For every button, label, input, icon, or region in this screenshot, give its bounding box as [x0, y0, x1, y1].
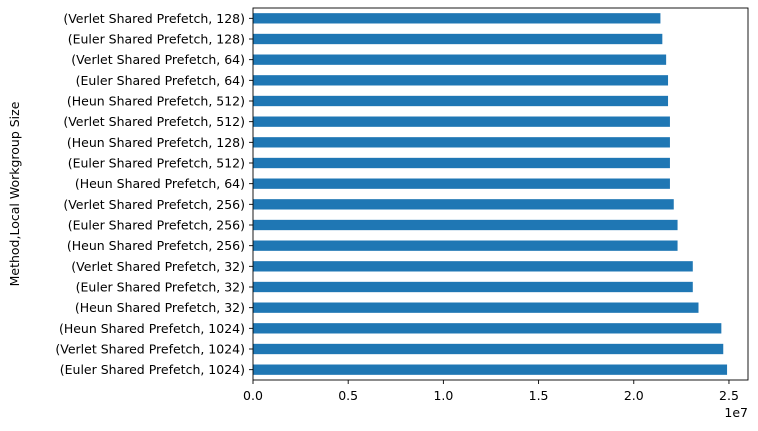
bar	[253, 13, 661, 24]
y-tick-label: (Euler Shared Prefetch, 256)	[68, 218, 245, 233]
x-tick-label: 1.0	[433, 388, 453, 403]
bar	[253, 116, 670, 127]
bar	[253, 178, 670, 189]
bar	[253, 219, 678, 231]
bar	[253, 281, 693, 293]
x-tick-label: 2.5	[719, 388, 739, 403]
y-tick-label: (Heun Shared Prefetch, 64)	[75, 176, 245, 191]
y-tick-label: (Verlet Shared Prefetch, 1024)	[55, 342, 245, 357]
y-tick-label: (Verlet Shared Prefetch, 256)	[63, 197, 245, 212]
bar	[253, 54, 667, 65]
y-tick-label: (Verlet Shared Prefetch, 64)	[71, 52, 245, 67]
bar	[253, 95, 669, 107]
y-tick-label: (Heun Shared Prefetch, 256)	[67, 238, 245, 253]
x-tick-label: 1.5	[529, 388, 549, 403]
x-tick-label: 0.5	[338, 388, 358, 403]
x-tick-label: 2.0	[624, 388, 644, 403]
y-tick-label: (Verlet Shared Prefetch, 128)	[63, 11, 245, 26]
x-axis-scale-label: 1e7	[724, 405, 748, 420]
bars-group	[253, 13, 728, 375]
bar	[253, 157, 670, 169]
y-tick-label: (Heun Shared Prefetch, 512)	[67, 94, 245, 109]
y-tick-label: (Heun Shared Prefetch, 128)	[67, 135, 245, 150]
y-tick-label: (Verlet Shared Prefetch, 512)	[63, 114, 245, 129]
y-tick-label: (Euler Shared Prefetch, 512)	[68, 156, 245, 171]
bar	[253, 323, 722, 334]
y-tick-label: (Euler Shared Prefetch, 64)	[76, 73, 245, 88]
bar	[253, 240, 678, 251]
bar	[253, 75, 669, 86]
x-axis-ticks: 0.0 0.5 1.0 1.5 2.0 2.5	[243, 380, 739, 403]
bar	[253, 33, 663, 45]
y-tick-label: (Euler Shared Prefetch, 128)	[68, 32, 245, 47]
x-tick-label: 0.0	[243, 388, 263, 403]
bar	[253, 364, 728, 375]
bar	[253, 343, 724, 355]
y-tick-label: (Euler Shared Prefetch, 32)	[76, 280, 245, 295]
y-axis-title: Method,Local Workgroup Size	[7, 101, 22, 286]
y-tick-label: (Verlet Shared Prefetch, 32)	[71, 259, 245, 274]
y-tick-label: (Heun Shared Prefetch, 32)	[75, 300, 245, 315]
y-tick-label: (Euler Shared Prefetch, 1024)	[60, 362, 245, 377]
bar	[253, 137, 670, 148]
bar	[253, 261, 693, 272]
bar	[253, 302, 699, 313]
y-tick-label: (Heun Shared Prefetch, 1024)	[59, 321, 245, 336]
plot-frame	[252, 7, 749, 381]
y-axis-ticks: (Euler Shared Prefetch, 1024) (Verlet Sha…	[55, 11, 253, 377]
bar	[253, 199, 674, 210]
